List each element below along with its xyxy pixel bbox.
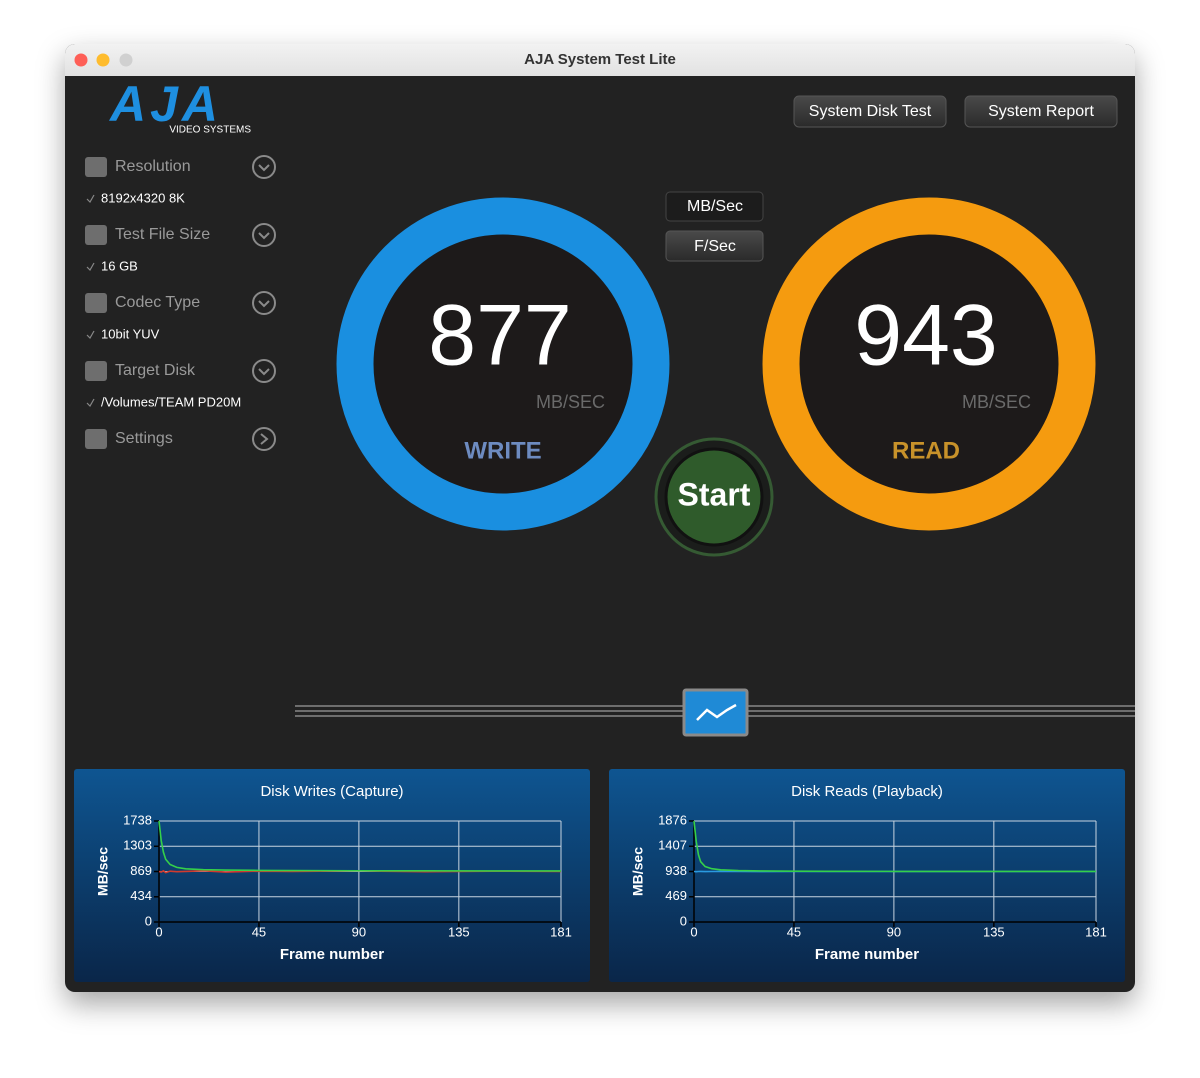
- y-axis-label: MB/sec: [95, 847, 111, 896]
- item-chevron[interactable]: [252, 223, 276, 247]
- x-tick-label: 90: [352, 924, 366, 939]
- fsec-toggle[interactable]: [665, 230, 764, 262]
- x-tick-label: 45: [252, 924, 266, 939]
- sidebar: Resolution 8192x4320 8K Test File Size 16 G…: [85, 155, 276, 451]
- x-tick-label: 0: [155, 924, 162, 939]
- item-label: Resolution: [115, 158, 191, 175]
- item-value: 10bit YUV: [101, 326, 160, 341]
- data-line: [158, 820, 562, 872]
- y-tick-label: 469: [665, 888, 687, 903]
- read-gauge: [762, 197, 1096, 531]
- x-tick-label: 181: [1085, 924, 1107, 939]
- system-disk-test-button[interactable]: [793, 95, 947, 128]
- chevron-arrow: [260, 433, 269, 445]
- item-label: Codec Type: [115, 294, 200, 311]
- check-icon: [86, 330, 95, 339]
- chevron-arrow: [258, 164, 270, 172]
- window-title: AJA System Test Lite: [524, 51, 676, 68]
- x-tick-label: 45: [787, 924, 801, 939]
- y-tick-label: 434: [130, 888, 152, 903]
- close-button[interactable]: [74, 53, 88, 67]
- chart-panel: [609, 769, 1125, 982]
- item-label: Test File Size: [115, 226, 210, 243]
- item-chevron[interactable]: [252, 291, 276, 315]
- chevron-arrow: [258, 300, 270, 308]
- y-tick-label: 1407: [658, 838, 687, 853]
- write-unit: MB/SEC: [536, 392, 605, 412]
- y-tick-label: 1876: [658, 812, 687, 827]
- write-gauge: [336, 197, 670, 531]
- title-bar: [65, 44, 1135, 76]
- write-label: WRITE: [464, 437, 541, 464]
- check-icon: [86, 194, 95, 203]
- x-tick-label: 135: [983, 924, 1005, 939]
- y-tick-label: 869: [130, 863, 152, 878]
- write-value: 877: [428, 288, 572, 384]
- button-label: System Report: [988, 103, 1094, 120]
- item-icon: [85, 361, 107, 381]
- item-value: /Volumes/TEAM PD20M: [101, 394, 241, 409]
- start-button[interactable]: [664, 447, 764, 547]
- button-label: System Disk Test: [809, 103, 932, 120]
- item-chevron[interactable]: [252, 427, 276, 451]
- logo: AJA: [108, 76, 222, 132]
- y-tick-label: 938: [665, 863, 687, 878]
- charts: Disk Writes (Capture) MB/sec Frame number 0…: [74, 769, 1125, 982]
- data-line: [693, 820, 1096, 873]
- item-value: 8192x4320 8K: [101, 190, 185, 205]
- y-tick-label: 1738: [123, 812, 152, 827]
- chevron-arrow: [258, 368, 270, 376]
- graph-icon: [696, 703, 737, 721]
- read-label: READ: [892, 437, 960, 464]
- item-icon: [85, 293, 107, 313]
- read-value: 943: [854, 288, 998, 384]
- logo-subtitle: VIDEO SYSTEMS: [169, 125, 251, 136]
- x-axis-label: Frame number: [280, 946, 384, 963]
- x-tick-label: 181: [550, 924, 572, 939]
- y-tick-label: 0: [680, 913, 687, 928]
- check-icon: [86, 262, 95, 271]
- minimize-button[interactable]: [96, 53, 110, 67]
- x-tick-label: 135: [448, 924, 470, 939]
- x-tick-label: 0: [690, 924, 697, 939]
- y-tick-label: 1303: [123, 838, 152, 853]
- item-icon: [85, 225, 107, 245]
- item-chevron[interactable]: [252, 155, 276, 179]
- chart-title: Disk Writes (Capture): [260, 783, 403, 800]
- item-chevron[interactable]: [252, 359, 276, 383]
- start-label: Start: [678, 476, 751, 512]
- item-icon: [85, 157, 107, 177]
- x-tick-label: 90: [887, 924, 901, 939]
- y-axis-label: MB/sec: [630, 847, 646, 896]
- mbsec-toggle[interactable]: [665, 191, 764, 222]
- item-icon: [85, 429, 107, 449]
- system-report-button[interactable]: [964, 95, 1118, 128]
- chevron-arrow: [258, 232, 270, 240]
- graph-toggle[interactable]: [682, 688, 749, 737]
- zoom-button[interactable]: [119, 53, 133, 67]
- item-label: Settings: [115, 430, 173, 447]
- y-tick-label: 0: [145, 913, 152, 928]
- chart-title: Disk Reads (Playback): [791, 783, 943, 800]
- toggle-label: F/Sec: [694, 238, 736, 255]
- check-icon: [86, 398, 95, 407]
- toggle-label: MB/Sec: [687, 198, 743, 215]
- item-value: 16 GB: [101, 258, 138, 273]
- item-label: Target Disk: [115, 362, 196, 379]
- read-unit: MB/SEC: [962, 392, 1031, 412]
- x-axis-label: Frame number: [815, 946, 919, 963]
- chart-panel: [74, 769, 590, 982]
